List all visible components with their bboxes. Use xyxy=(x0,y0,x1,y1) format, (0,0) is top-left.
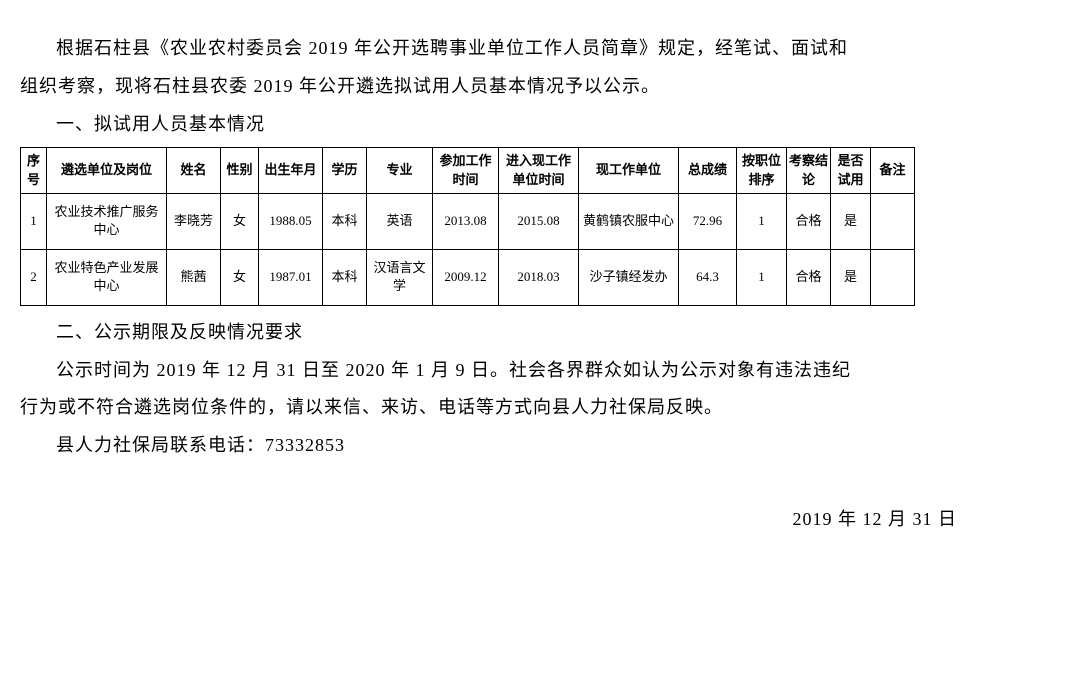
cell-major: 英语 xyxy=(367,193,433,249)
notice-line-2: 行为或不符合遴选岗位条件的，请以来信、来访、电话等方式向县人力社保局反映。 xyxy=(20,389,1057,427)
cell-current-unit: 黄鹤镇农服中心 xyxy=(579,193,679,249)
cell-major: 汉语言文学 xyxy=(367,249,433,305)
col-edu: 学历 xyxy=(323,148,367,193)
col-trial: 是否试用 xyxy=(831,148,871,193)
section-1-title: 一、拟试用人员基本情况 xyxy=(20,106,1057,144)
intro-line-1: 根据石柱县《农业农村委员会 2019 年公开选聘事业单位工作人员简章》规定，经笔… xyxy=(20,30,1057,68)
cell-birth: 1987.01 xyxy=(259,249,323,305)
col-review: 考察结论 xyxy=(787,148,831,193)
cell-trial: 是 xyxy=(831,193,871,249)
col-rank: 按职位排序 xyxy=(737,148,787,193)
cell-review: 合格 xyxy=(787,193,831,249)
cell-trial: 是 xyxy=(831,249,871,305)
section-2-title: 二、公示期限及反映情况要求 xyxy=(20,314,1057,352)
intro-line-2: 组织考察，现将石柱县农委 2019 年公开遴选拟试用人员基本情况予以公示。 xyxy=(20,68,1057,106)
col-join-work: 参加工作时间 xyxy=(433,148,499,193)
col-name: 姓名 xyxy=(167,148,221,193)
cell-enter-unit: 2015.08 xyxy=(499,193,579,249)
cell-rank: 1 xyxy=(737,249,787,305)
table-row: 2 农业特色产业发展中心 熊茜 女 1987.01 本科 汉语言文学 2009.… xyxy=(21,249,915,305)
col-current-unit: 现工作单位 xyxy=(579,148,679,193)
cell-name: 熊茜 xyxy=(167,249,221,305)
col-unit-post: 遴选单位及岗位 xyxy=(47,148,167,193)
cell-birth: 1988.05 xyxy=(259,193,323,249)
cell-join-work: 2009.12 xyxy=(433,249,499,305)
col-remark: 备注 xyxy=(871,148,915,193)
col-seq: 序号 xyxy=(21,148,47,193)
cell-seq: 1 xyxy=(21,193,47,249)
cell-score: 72.96 xyxy=(679,193,737,249)
cell-review: 合格 xyxy=(787,249,831,305)
table-header-row: 序号 遴选单位及岗位 姓名 性别 出生年月 学历 专业 参加工作时间 进入现工作… xyxy=(21,148,915,193)
col-birth: 出生年月 xyxy=(259,148,323,193)
cell-score: 64.3 xyxy=(679,249,737,305)
cell-edu: 本科 xyxy=(323,249,367,305)
signature-date: 2019 年 12 月 31 日 xyxy=(20,505,1057,531)
col-score: 总成绩 xyxy=(679,148,737,193)
cell-join-work: 2013.08 xyxy=(433,193,499,249)
cell-unit-post: 农业特色产业发展中心 xyxy=(47,249,167,305)
notice-line-1: 公示时间为 2019 年 12 月 31 日至 2020 年 1 月 9 日。社… xyxy=(20,352,1057,390)
cell-edu: 本科 xyxy=(323,193,367,249)
cell-seq: 2 xyxy=(21,249,47,305)
candidates-table: 序号 遴选单位及岗位 姓名 性别 出生年月 学历 专业 参加工作时间 进入现工作… xyxy=(20,147,915,305)
col-major: 专业 xyxy=(367,148,433,193)
cell-gender: 女 xyxy=(221,249,259,305)
cell-remark xyxy=(871,193,915,249)
cell-remark xyxy=(871,249,915,305)
cell-gender: 女 xyxy=(221,193,259,249)
col-enter-unit: 进入现工作单位时间 xyxy=(499,148,579,193)
cell-unit-post: 农业技术推广服务中心 xyxy=(47,193,167,249)
contact-line: 县人力社保局联系电话：73332853 xyxy=(20,427,1057,465)
col-gender: 性别 xyxy=(221,148,259,193)
contact-label: 县人力社保局联系电话： xyxy=(56,435,265,455)
table-row: 1 农业技术推广服务中心 李晓芳 女 1988.05 本科 英语 2013.08… xyxy=(21,193,915,249)
cell-rank: 1 xyxy=(737,193,787,249)
contact-phone: 73332853 xyxy=(265,435,345,455)
cell-name: 李晓芳 xyxy=(167,193,221,249)
cell-enter-unit: 2018.03 xyxy=(499,249,579,305)
cell-current-unit: 沙子镇经发办 xyxy=(579,249,679,305)
